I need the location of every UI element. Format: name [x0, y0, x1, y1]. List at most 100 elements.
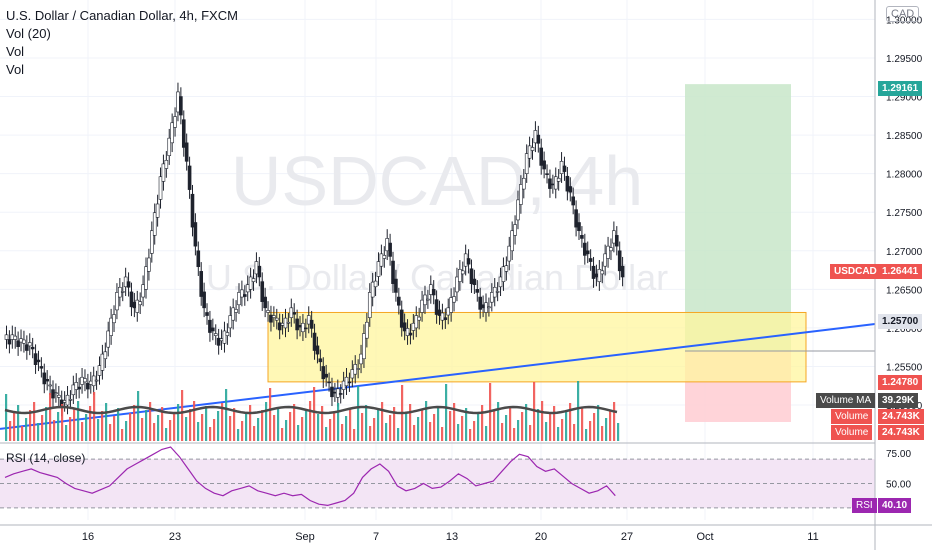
- candle: [402, 322, 407, 332]
- volume-bar: [173, 412, 176, 441]
- volume-bar: [341, 424, 344, 441]
- candle: [612, 230, 616, 244]
- candle: [170, 122, 174, 144]
- volume-bar: [477, 413, 480, 441]
- candle: [426, 298, 430, 301]
- volume-bar: [505, 415, 508, 441]
- volume-bar: [397, 428, 400, 441]
- candle: [521, 177, 526, 190]
- candle: [243, 294, 247, 297]
- volume-study-label-3[interactable]: Vol: [6, 62, 25, 77]
- candle: [530, 147, 535, 151]
- volume-bar: [209, 427, 212, 441]
- candle: [147, 257, 151, 272]
- candle: [327, 381, 331, 384]
- candle: [411, 322, 416, 331]
- volume-bar: [265, 402, 268, 441]
- candle: [158, 176, 163, 200]
- candle: [228, 315, 233, 329]
- candle: [487, 306, 491, 309]
- volume-bar: [285, 420, 288, 441]
- currency-badge[interactable]: CAD: [886, 6, 920, 22]
- candle: [33, 353, 38, 365]
- candle: [216, 337, 221, 346]
- volume-bar: [405, 412, 408, 441]
- volume-bar: [301, 417, 304, 441]
- volume-bar: [181, 390, 184, 441]
- volume-bar: [189, 409, 192, 441]
- candle: [458, 268, 462, 282]
- candle: [367, 292, 372, 318]
- candle: [295, 318, 299, 331]
- volume-bar: [217, 411, 220, 441]
- candle: [394, 278, 398, 293]
- volume-bar: [77, 401, 80, 441]
- candle: [333, 391, 337, 394]
- candle: [478, 296, 482, 310]
- volume-bar: [157, 415, 160, 441]
- candle: [568, 186, 573, 193]
- volume-bar: [273, 415, 276, 441]
- y-tick-label: 1.26500: [886, 285, 923, 296]
- volume-bar: [213, 419, 216, 441]
- volume-bar: [169, 420, 172, 441]
- candle: [74, 382, 79, 390]
- volume-bar: [65, 425, 68, 441]
- x-tick-label: 11: [807, 531, 818, 543]
- volume-bar: [581, 408, 584, 441]
- candle: [208, 319, 212, 333]
- stop-price-label: 1.24780: [878, 375, 923, 390]
- rsi-title[interactable]: RSI (14, close): [6, 451, 86, 465]
- volume-bar: [545, 422, 548, 441]
- volume-bar: [101, 411, 104, 441]
- candle: [123, 276, 128, 288]
- candle: [86, 382, 90, 390]
- volume-bar: [17, 405, 20, 441]
- candle: [54, 392, 58, 394]
- candle: [516, 199, 520, 221]
- volume-bar: [469, 429, 472, 441]
- candle: [513, 224, 517, 236]
- volume-bar: [577, 381, 580, 441]
- candle: [463, 253, 468, 267]
- y-tick-label: 1.27500: [886, 208, 923, 219]
- candle: [83, 378, 87, 383]
- volume-bar: [201, 414, 204, 441]
- candle: [62, 400, 67, 403]
- volume-bar: [389, 415, 392, 441]
- volume-bar: [33, 402, 36, 441]
- volume-study-label-2[interactable]: Vol: [6, 44, 25, 59]
- candle: [553, 176, 558, 190]
- volume-bar: [365, 405, 368, 441]
- candle: [103, 351, 108, 360]
- volume-bar: [109, 424, 112, 441]
- candle: [120, 291, 125, 293]
- volume-bar: [261, 410, 264, 441]
- x-tick-label: 7: [373, 531, 379, 543]
- candle: [420, 299, 424, 313]
- candle: [571, 196, 575, 206]
- candle: [30, 346, 35, 350]
- volume-label: Volume: [831, 409, 873, 424]
- rsi-tick-label: 50.00: [886, 480, 911, 491]
- volume-bar: [421, 409, 424, 441]
- candle: [574, 209, 578, 228]
- volume-bar: [561, 419, 564, 441]
- volume-bar: [481, 405, 484, 441]
- candle: [155, 203, 160, 218]
- candle: [591, 265, 596, 279]
- candle: [225, 332, 230, 336]
- candle: [385, 238, 389, 252]
- demand-zone: [267, 311, 807, 383]
- volume-bar: [97, 419, 100, 441]
- candle: [240, 289, 244, 298]
- volume-bar: [565, 411, 568, 441]
- volume-study-label[interactable]: Vol (20): [6, 26, 51, 41]
- volume-bar: [573, 424, 576, 441]
- candle: [234, 309, 238, 313]
- volume-value-2: 24.743K: [878, 425, 924, 440]
- candle: [376, 261, 381, 277]
- candle: [341, 380, 346, 390]
- candle: [141, 284, 145, 298]
